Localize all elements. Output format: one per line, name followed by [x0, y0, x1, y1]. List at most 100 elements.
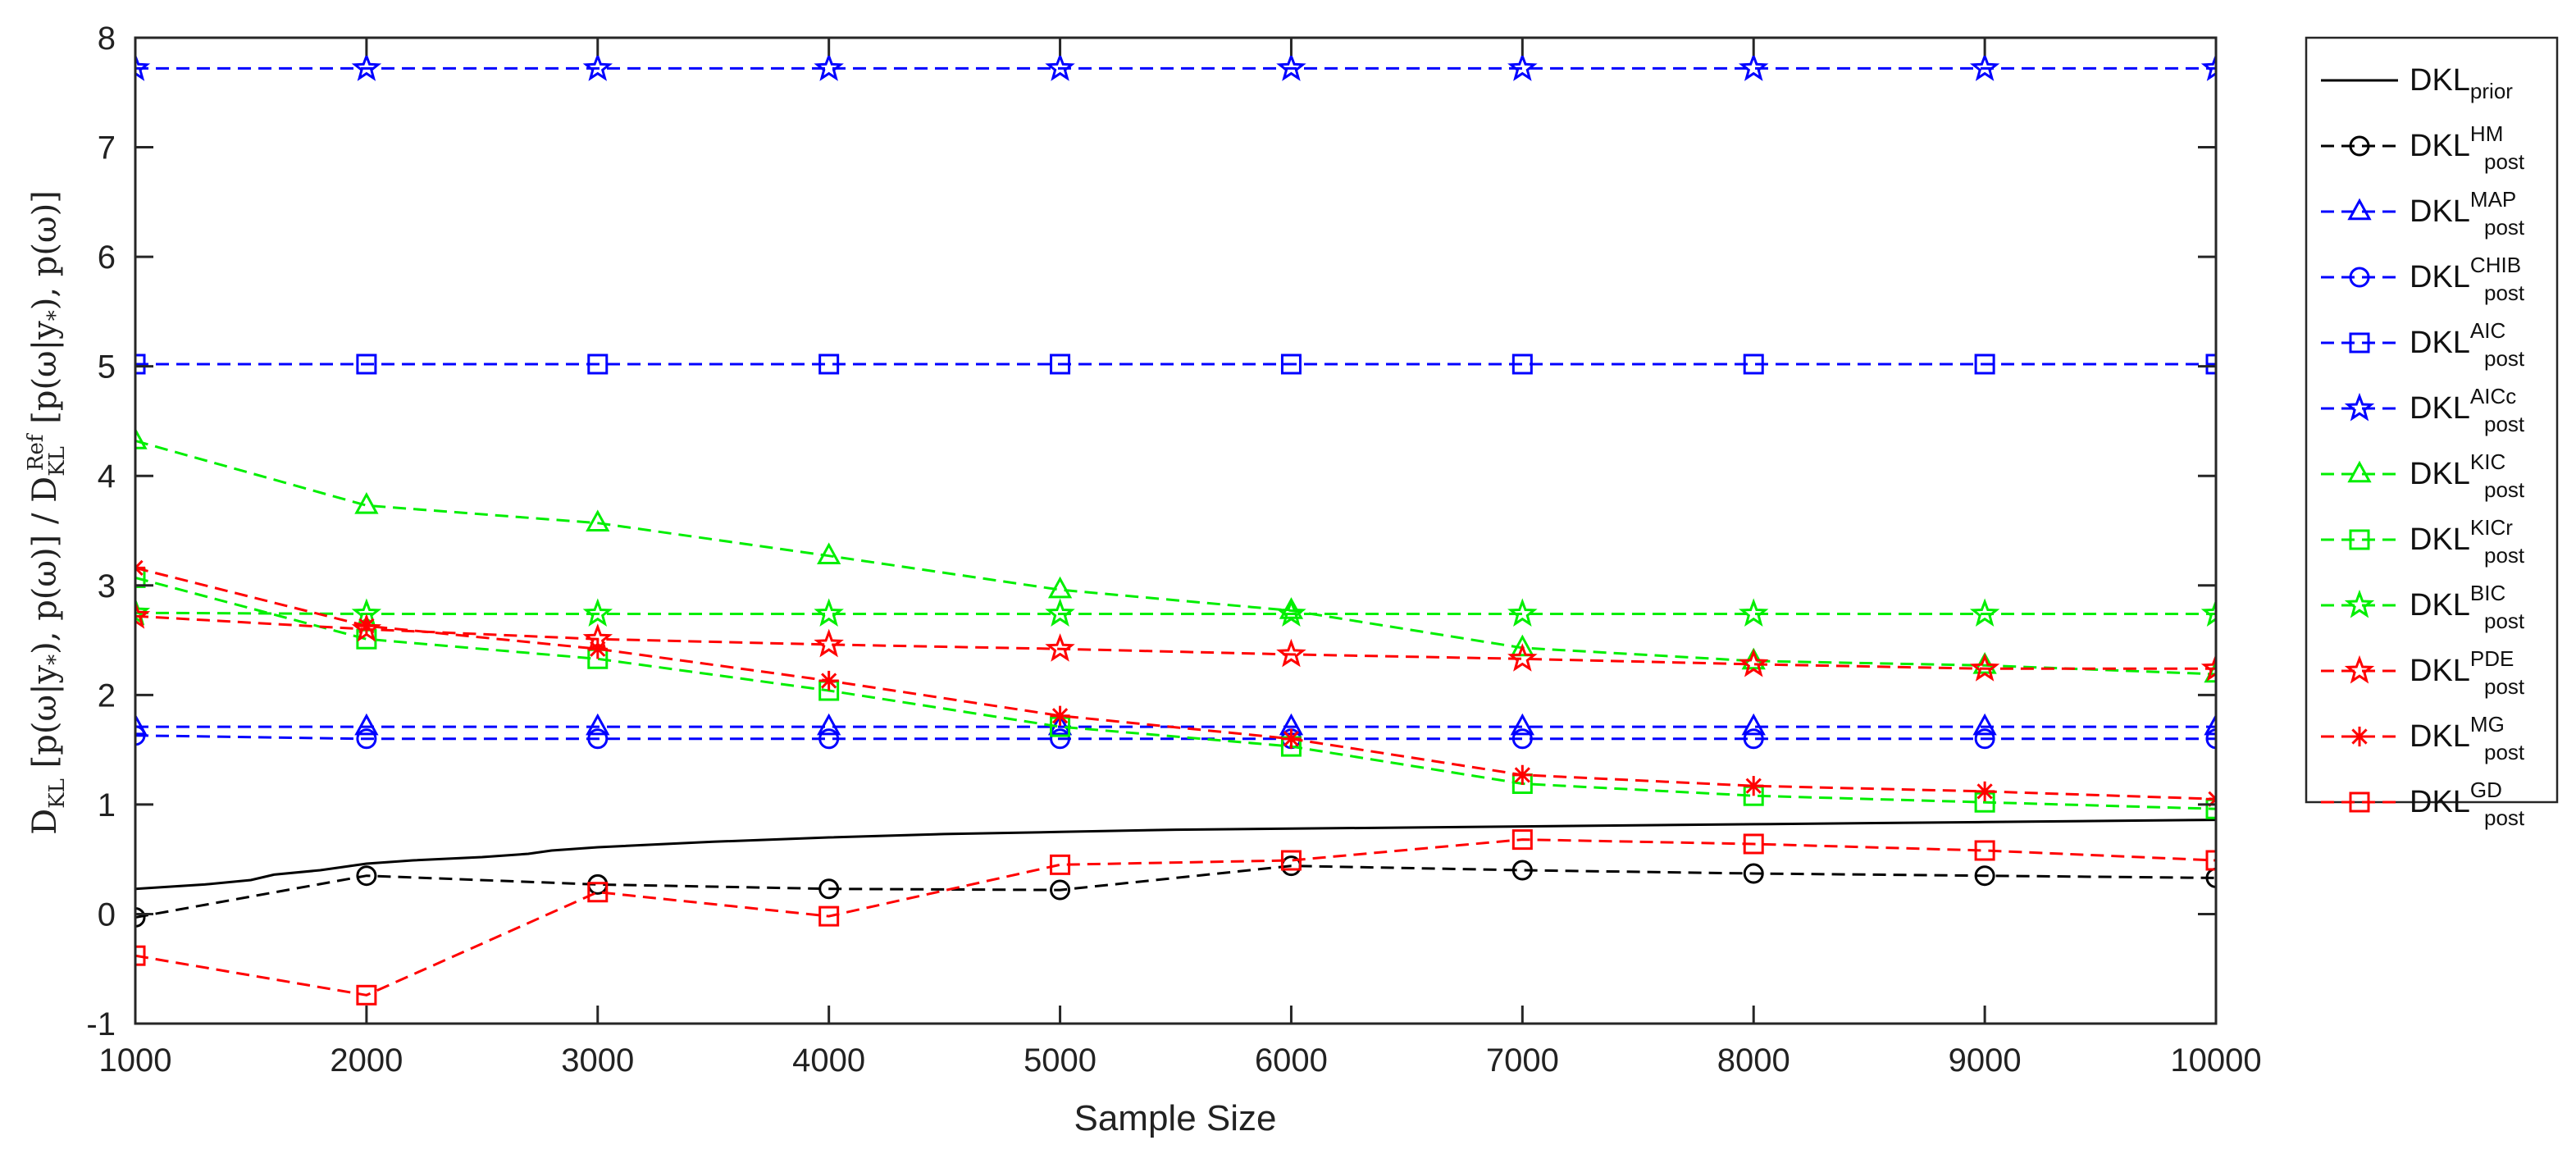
data-point — [1739, 648, 1769, 677]
series-AICc — [135, 52, 2216, 81]
data-point — [2205, 850, 2216, 871]
data-point — [1507, 643, 1538, 672]
legend-entry: DKLAIC post — [2321, 318, 2525, 371]
legend-swatch-marker-stroke — [2351, 728, 2368, 745]
y-tick-label: 2 — [98, 677, 116, 714]
data-point — [1280, 850, 1302, 871]
data-point — [587, 728, 609, 750]
data-point — [1047, 576, 1073, 599]
legend-swatch-marker — [2344, 392, 2375, 422]
data-point — [2205, 728, 2216, 750]
x-tick-label: 7000 — [1486, 1042, 1559, 1079]
data-point — [1975, 781, 1995, 801]
legend-label: DKLKIC post — [2410, 449, 2525, 502]
data-point — [2204, 713, 2216, 736]
legend-swatch-marker — [2349, 529, 2370, 550]
series-line — [135, 576, 2216, 810]
data-point — [2205, 353, 2216, 375]
data-point — [818, 905, 840, 927]
data-point — [1974, 865, 1995, 887]
data-point — [1507, 52, 1538, 81]
data-point — [586, 713, 610, 736]
legend-label: DKLAICc post — [2410, 384, 2525, 436]
data-point-stroke — [135, 559, 144, 570]
data-point — [135, 713, 148, 736]
data-point — [1741, 713, 1766, 736]
data-point — [1743, 863, 1764, 884]
series-line — [135, 440, 2216, 676]
series-line — [135, 838, 2216, 997]
legend-entry: DKLBIC post — [2321, 581, 2525, 633]
y-tick-label: 8 — [98, 21, 116, 57]
legend-entry: DKLMAP post — [2321, 187, 2525, 239]
data-point — [587, 353, 609, 375]
data-point-stroke — [358, 618, 375, 634]
legend-entry: DKLGD post — [2321, 778, 2525, 830]
data-point — [1045, 52, 1075, 81]
data-point — [135, 725, 146, 746]
x-tick-label: 6000 — [1255, 1042, 1328, 1079]
series-line — [135, 566, 2216, 801]
data-point — [1743, 833, 1764, 855]
data-point — [2200, 653, 2216, 682]
legend-label: DKLGD post — [2410, 778, 2525, 830]
data-point-stroke — [1514, 767, 1530, 783]
data-point — [1969, 598, 2000, 627]
data-point-stroke — [590, 641, 606, 657]
data-point — [1281, 728, 1302, 749]
data-point-stroke — [1976, 783, 1993, 800]
data-point — [814, 52, 844, 81]
legend-entry: DKLMG post — [2321, 712, 2525, 764]
data-point — [135, 558, 146, 578]
y-tick-label: 7 — [98, 130, 116, 166]
data-point — [135, 353, 146, 375]
series-line — [135, 614, 2216, 670]
series-line — [135, 819, 2216, 891]
data-point — [1050, 705, 1070, 726]
data-point — [135, 567, 146, 588]
legend-swatch-marker — [2349, 135, 2370, 157]
data-point — [1969, 653, 2000, 682]
legend-swatch-marker — [2344, 589, 2375, 618]
data-point — [1050, 879, 1071, 901]
data-point — [1510, 713, 1534, 736]
data-point — [135, 945, 146, 966]
data-point — [1511, 829, 1533, 851]
y-tick-label: 0 — [98, 896, 116, 933]
legend-entry: DKLCHIB post — [2321, 253, 2525, 305]
data-point-stroke — [135, 566, 144, 577]
data-point — [1743, 353, 1764, 375]
y-tick-label: 6 — [98, 239, 116, 276]
y-axis-title: DKL [p(ω|y*), p(ω)] / DKLRef [p(ω|y*), p… — [24, 190, 70, 835]
data-point — [1511, 353, 1533, 375]
x-tick-label: 3000 — [561, 1042, 634, 1079]
legend-entry: DKLKICr post — [2321, 515, 2525, 568]
data-point — [1507, 598, 1538, 627]
legend-swatch-marker — [2347, 460, 2372, 483]
data-point — [1974, 728, 1995, 750]
data-point — [1280, 353, 1302, 375]
data-point — [814, 628, 844, 658]
series-layer — [135, 52, 2216, 1006]
legend-entry: DKLPDE post — [2321, 646, 2525, 699]
legend-label: DKLMG post — [2410, 712, 2525, 764]
x-axis-title: Sample Size — [1074, 1098, 1276, 1138]
legend-label: DKLMAP post — [2410, 187, 2525, 239]
data-point — [2205, 798, 2216, 819]
data-point — [1744, 776, 1764, 796]
series-BIC — [135, 597, 2216, 627]
series-GD — [135, 829, 2216, 1006]
data-point — [135, 600, 151, 629]
data-point — [135, 52, 151, 81]
x-tick-label: 2000 — [330, 1042, 403, 1079]
axes-layer: 1000 2000 3000 4000 5000 6000 7000 8000 9000 1000… — [86, 21, 2261, 1079]
x-tick-label: 9000 — [1949, 1042, 2022, 1079]
data-point — [135, 427, 148, 449]
data-point — [1738, 598, 1769, 627]
legend-label: DKLCHIB post — [2410, 253, 2525, 305]
data-point — [818, 353, 840, 375]
data-point — [356, 865, 377, 887]
data-point-stroke — [821, 673, 837, 689]
